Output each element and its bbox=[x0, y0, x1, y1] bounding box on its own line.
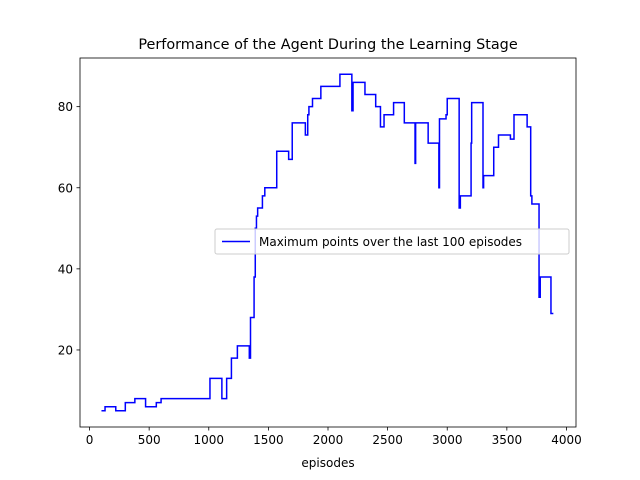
y-tick-label: 80 bbox=[58, 100, 73, 114]
x-tick-label: 2000 bbox=[313, 433, 344, 447]
x-axis: 0 500 1000 1500 2000 2500 3000 3500 4000 bbox=[86, 427, 582, 447]
chart-title: Performance of the Agent During the Lear… bbox=[138, 37, 517, 53]
x-tick-label: 4000 bbox=[551, 433, 582, 447]
y-tick-label: 60 bbox=[58, 181, 73, 195]
legend-box bbox=[214, 228, 570, 255]
x-tick-label: 3000 bbox=[432, 433, 463, 447]
x-tick-label: 1500 bbox=[253, 433, 284, 447]
x-tick-label: 2500 bbox=[372, 433, 403, 447]
plot-area bbox=[101, 73, 554, 412]
x-tick-label: 3500 bbox=[492, 433, 523, 447]
y-tick-label: 40 bbox=[58, 262, 73, 276]
x-tick-label: 1000 bbox=[193, 433, 224, 447]
legend: Maximum points over the last 100 episode… bbox=[214, 228, 570, 255]
x-tick-label: 0 bbox=[86, 433, 94, 447]
y-tick-label: 20 bbox=[58, 343, 73, 357]
legend-label: Maximum points over the last 100 episode… bbox=[259, 235, 522, 249]
y-axis: 20 40 60 80 bbox=[58, 100, 80, 357]
x-tick-label: 500 bbox=[138, 433, 161, 447]
series-line-0 bbox=[101, 73, 554, 412]
x-axis-label: episodes bbox=[301, 456, 354, 470]
